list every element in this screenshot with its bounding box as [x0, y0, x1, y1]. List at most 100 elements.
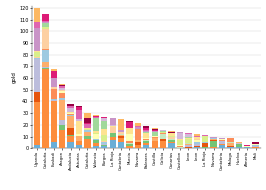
Bar [160, 141, 166, 148]
Bar [42, 21, 48, 22]
Bar [194, 134, 200, 136]
Bar [227, 147, 234, 148]
Bar [219, 144, 225, 145]
Bar [135, 140, 141, 142]
Bar [68, 135, 74, 136]
Bar [68, 112, 74, 113]
Bar [236, 144, 242, 147]
Bar [76, 107, 82, 110]
Bar [101, 141, 107, 142]
Bar [135, 145, 141, 148]
Bar [185, 143, 192, 144]
Bar [252, 142, 259, 143]
Bar [135, 126, 141, 127]
Bar [185, 139, 192, 142]
Bar [42, 69, 48, 148]
Bar [51, 89, 57, 99]
Bar [177, 133, 183, 139]
Bar [84, 132, 91, 135]
Bar [59, 120, 65, 125]
Bar [118, 135, 124, 136]
Bar [34, 21, 40, 22]
Bar [126, 128, 133, 134]
Bar [93, 146, 99, 148]
Bar [126, 144, 133, 146]
Bar [34, 145, 40, 148]
Bar [152, 131, 158, 132]
Bar [59, 130, 65, 148]
Bar [59, 84, 65, 85]
Bar [51, 69, 57, 70]
Bar [168, 139, 175, 140]
Bar [185, 145, 192, 146]
Bar [68, 142, 74, 148]
Bar [177, 132, 183, 133]
Bar [126, 146, 133, 148]
Bar [252, 145, 259, 146]
Bar [168, 142, 175, 143]
Bar [68, 108, 74, 112]
Bar [68, 128, 74, 135]
Bar [101, 135, 107, 141]
Bar [84, 118, 91, 123]
Bar [34, 93, 40, 102]
Bar [59, 93, 65, 98]
Bar [42, 14, 48, 21]
Bar [93, 139, 99, 140]
Bar [93, 140, 99, 143]
Bar [118, 130, 124, 132]
Bar [177, 146, 183, 147]
Bar [236, 142, 242, 143]
Bar [177, 145, 183, 146]
Bar [135, 142, 141, 145]
Bar [101, 145, 107, 146]
Bar [68, 104, 74, 106]
Bar [110, 118, 116, 125]
Bar [76, 136, 82, 141]
Bar [101, 142, 107, 144]
Bar [59, 90, 65, 93]
Bar [160, 133, 166, 134]
Bar [110, 133, 116, 137]
Bar [34, 52, 40, 57]
Bar [143, 131, 149, 132]
Bar [59, 86, 65, 88]
Bar [93, 117, 99, 118]
Bar [68, 116, 74, 128]
Bar [84, 124, 91, 128]
Bar [42, 68, 48, 69]
Bar [194, 146, 200, 147]
Bar [143, 128, 149, 130]
Bar [93, 134, 99, 139]
Bar [59, 125, 65, 130]
Bar [84, 130, 91, 132]
Bar [101, 121, 107, 129]
Bar [185, 138, 192, 139]
Bar [202, 143, 208, 147]
Bar [110, 137, 116, 140]
Bar [143, 132, 149, 133]
Bar [51, 142, 57, 148]
Bar [84, 123, 91, 124]
Bar [84, 129, 91, 130]
Bar [51, 70, 57, 78]
Bar [34, 58, 40, 59]
Bar [59, 88, 65, 90]
Bar [194, 142, 200, 144]
Bar [185, 146, 192, 148]
Bar [160, 139, 166, 141]
Bar [152, 132, 158, 136]
Bar [185, 137, 192, 138]
Bar [236, 143, 242, 144]
Bar [34, 8, 40, 21]
Bar [143, 130, 149, 131]
Bar [202, 136, 208, 142]
Bar [110, 140, 116, 148]
Bar [168, 133, 175, 136]
Bar [177, 140, 183, 145]
Bar [59, 85, 65, 86]
Bar [42, 29, 48, 49]
Bar [135, 123, 141, 126]
Bar [126, 134, 133, 142]
Bar [110, 125, 116, 126]
